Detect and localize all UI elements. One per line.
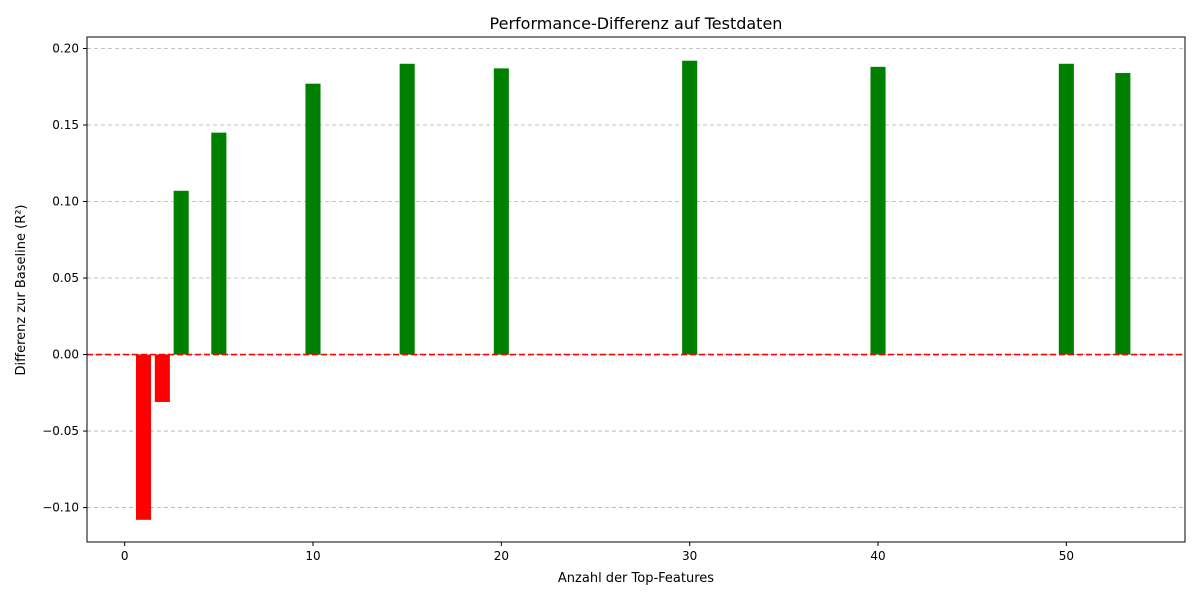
y-axis-label: Differenz zur Baseline (R²) — [14, 204, 29, 375]
bar-50 — [1058, 63, 1074, 355]
bar-53 — [1115, 72, 1131, 355]
y-tick-label-0: −0.10 — [42, 501, 79, 515]
x-tick-label-0: 0 — [121, 549, 129, 563]
x-tick-label-3: 30 — [682, 549, 697, 563]
y-tick-label-1: −0.05 — [42, 424, 79, 438]
y-tick-label-3: 0.05 — [52, 271, 79, 285]
y-tick-label-5: 0.15 — [52, 118, 79, 132]
bars — [135, 60, 1131, 520]
bar-2 — [154, 354, 170, 402]
y-tick-label-4: 0.10 — [52, 195, 79, 209]
y-tick-label-2: 0.00 — [52, 348, 79, 362]
x-tick-label-1: 10 — [305, 549, 320, 563]
chart-title: Performance-Differenz auf Testdaten — [490, 14, 783, 33]
y-axis-ticks: −0.10 −0.05 0.00 0.05 0.10 0.15 0.20 — [42, 41, 87, 515]
x-axis-ticks: 0 10 20 30 40 50 — [121, 542, 1074, 563]
bar-5 — [211, 132, 227, 355]
bar-20 — [493, 68, 509, 355]
x-tick-label-5: 50 — [1059, 549, 1074, 563]
bar-3 — [173, 190, 189, 355]
x-axis-label: Anzahl der Top-Features — [558, 571, 714, 586]
plot-frame — [86, 36, 1186, 543]
x-tick-label-4: 40 — [870, 549, 885, 563]
y-tick-label-6: 0.20 — [52, 41, 79, 55]
bar-30 — [682, 60, 698, 355]
bar-10 — [305, 83, 321, 355]
x-tick-label-2: 20 — [494, 549, 509, 563]
bar-15 — [399, 63, 415, 355]
bar-1 — [135, 354, 152, 520]
bar-40 — [870, 66, 886, 355]
